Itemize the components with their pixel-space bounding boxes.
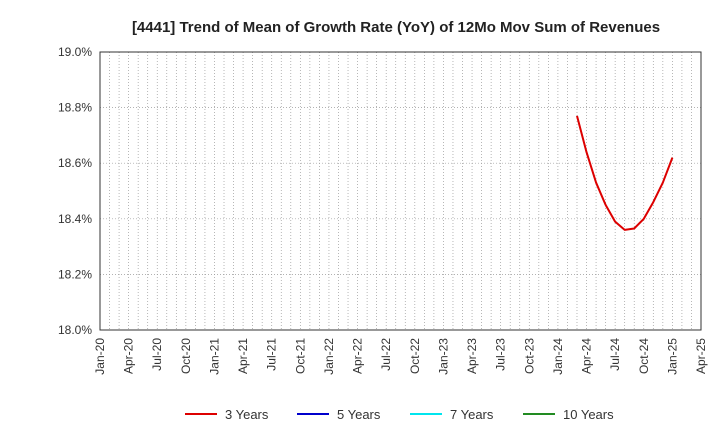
x-tick-label: Jan-21 — [207, 338, 221, 375]
x-tick-label: Jan-22 — [322, 338, 336, 375]
legend-label: 3 Years — [225, 407, 269, 422]
legend-label: 10 Years — [563, 407, 614, 422]
x-tick-label: Jul-21 — [265, 338, 279, 371]
y-tick-label: 18.0% — [58, 323, 92, 337]
plot-area-border — [99, 51, 702, 331]
y-tick-label: 18.2% — [58, 267, 92, 281]
legend: 3 Years 5 Years 7 Years 10 Years — [185, 407, 614, 422]
x-tick-label: Apr-22 — [351, 338, 365, 374]
y-tick-label: 18.4% — [58, 212, 92, 226]
x-tick-label: Jan-20 — [93, 338, 107, 375]
x-tick-label: Oct-21 — [293, 338, 307, 374]
series-lines — [576, 115, 674, 231]
x-tick-label: Jan-25 — [665, 338, 679, 375]
x-tick-label: Oct-24 — [637, 338, 651, 374]
x-tick-label: Oct-22 — [408, 338, 422, 374]
x-tick-label: Apr-25 — [694, 338, 708, 374]
x-tick-label: Jul-22 — [379, 338, 393, 371]
legend-label: 5 Years — [337, 407, 381, 422]
y-tick-label: 18.6% — [58, 156, 92, 170]
chart-title: [4441] Trend of Mean of Growth Rate (YoY… — [132, 19, 660, 36]
y-tick-label: 18.8% — [58, 101, 92, 115]
y-tick-label: 19.0% — [58, 45, 92, 59]
x-tick-label: Jan-24 — [551, 338, 565, 375]
x-tick-label: Apr-24 — [580, 338, 594, 374]
x-tick-label: Apr-20 — [122, 338, 136, 374]
x-tick-label: Jan-23 — [436, 338, 450, 375]
x-tick-label: Oct-20 — [179, 338, 193, 374]
legend-label: 7 Years — [450, 407, 494, 422]
x-axis: Jan-20 Apr-20 Jul-20 Oct-20 Jan-21 Apr-21 Jul-… — [93, 338, 708, 375]
x-tick-label: Jul-20 — [150, 338, 164, 371]
x-tick-label: Jul-24 — [608, 338, 622, 371]
x-tick-label: Jul-23 — [494, 338, 508, 371]
x-tick-label: Apr-23 — [465, 338, 479, 374]
grid — [100, 52, 701, 330]
x-tick-label: Apr-21 — [236, 338, 250, 374]
series-line — [576, 115, 674, 231]
x-tick-label: Oct-23 — [522, 338, 536, 374]
y-axis: 18.0% 18.2% 18.4% 18.6% 18.8% 19.0% — [58, 45, 92, 337]
